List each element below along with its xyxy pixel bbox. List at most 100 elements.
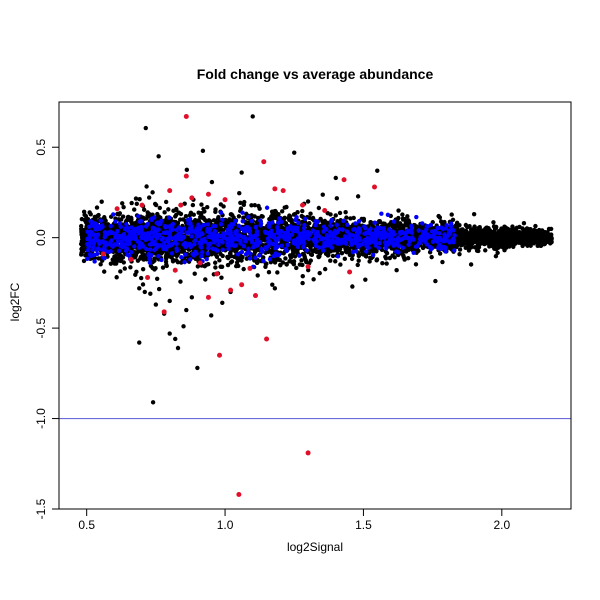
data-point (135, 258, 141, 263)
data-point-blue (293, 228, 298, 233)
data-point (474, 239, 479, 244)
data-point (330, 253, 336, 259)
data-point (509, 233, 514, 238)
data-point (195, 365, 200, 371)
data-point (184, 307, 189, 313)
data-point (141, 207, 147, 212)
data-point (347, 252, 353, 258)
data-point-blue (117, 221, 123, 226)
data-point (121, 204, 126, 210)
data-point-blue (108, 240, 113, 245)
data-point (113, 261, 119, 266)
data-point (163, 254, 169, 259)
data-point (275, 270, 280, 275)
data-point-blue (221, 231, 226, 236)
data-point (104, 224, 109, 229)
data-point-blue (371, 252, 376, 258)
data-points (78, 113, 554, 498)
data-point (157, 205, 162, 211)
data-point (377, 219, 382, 224)
data-point (281, 226, 287, 231)
data-point (195, 264, 201, 269)
data-point-blue (179, 254, 184, 260)
data-point (310, 215, 316, 221)
data-point (287, 213, 292, 218)
data-point-blue (225, 242, 230, 248)
data-point (449, 212, 454, 217)
data-point (282, 205, 287, 210)
data-point (270, 282, 275, 287)
data-point (209, 179, 215, 185)
data-point (252, 249, 258, 255)
data-point (487, 239, 492, 245)
data-point (133, 196, 139, 201)
data-point (495, 250, 500, 256)
data-point (401, 225, 406, 231)
data-point (485, 228, 490, 234)
data-point (150, 190, 155, 195)
data-point (238, 206, 244, 211)
data-point-blue (442, 232, 447, 237)
data-point-blue (118, 234, 123, 240)
data-point (96, 256, 101, 261)
data-point (137, 286, 142, 291)
data-point (381, 221, 386, 226)
data-point (108, 261, 114, 266)
data-point (183, 214, 189, 219)
data-point (355, 262, 360, 268)
data-point (440, 259, 445, 265)
data-point-blue (90, 245, 96, 250)
data-point (320, 192, 325, 197)
data-point-blue (192, 242, 197, 247)
data-point (156, 286, 162, 292)
data-point-blue (208, 241, 213, 246)
data-point (124, 218, 129, 223)
data-point-blue (243, 252, 249, 257)
data-point (175, 345, 181, 351)
data-point (460, 241, 466, 247)
data-point-blue (264, 205, 270, 210)
data-point (486, 234, 491, 239)
data-point (148, 291, 153, 296)
data-point (278, 262, 283, 267)
data-point (241, 215, 246, 220)
data-point-blue (267, 257, 273, 262)
data-point-blue (363, 231, 369, 236)
data-point (292, 254, 298, 259)
data-point (339, 251, 345, 256)
data-point (333, 259, 338, 264)
data-point (528, 227, 533, 232)
data-point (300, 208, 305, 214)
data-point-blue (124, 247, 130, 253)
data-point (266, 269, 272, 275)
data-point (501, 229, 507, 234)
data-point (184, 167, 190, 173)
data-point-blue (377, 241, 382, 246)
data-point (99, 199, 104, 204)
data-point (303, 258, 309, 263)
data-point (142, 216, 147, 222)
data-point-blue (145, 221, 150, 227)
data-point (306, 267, 311, 273)
data-point (342, 256, 348, 262)
data-point (429, 254, 434, 260)
data-point-blue (156, 253, 161, 259)
data-point (493, 253, 499, 259)
data-point (437, 251, 443, 256)
data-point (134, 201, 139, 206)
data-point (548, 241, 553, 246)
data-point-blue (416, 228, 421, 233)
data-point (140, 266, 146, 272)
data-point (355, 194, 361, 199)
data-point (129, 217, 134, 222)
data-point-blue (183, 252, 188, 257)
data-point-blue (129, 225, 134, 230)
data-point (459, 227, 464, 232)
data-point (272, 286, 278, 291)
data-point-blue (111, 212, 116, 217)
data-point (258, 235, 263, 241)
data-point (299, 258, 304, 263)
data-point (402, 255, 407, 261)
data-point-blue (414, 214, 419, 220)
data-point-blue (310, 228, 316, 233)
